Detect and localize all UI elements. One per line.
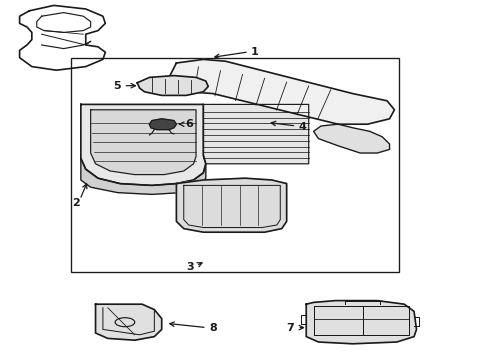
Text: 1: 1 xyxy=(251,47,259,57)
Bar xyxy=(71,58,399,272)
Text: 4: 4 xyxy=(299,122,307,132)
Text: 6: 6 xyxy=(186,119,194,129)
Polygon shape xyxy=(81,104,206,185)
Text: 8: 8 xyxy=(209,323,217,333)
Polygon shape xyxy=(169,59,394,124)
Polygon shape xyxy=(176,178,287,232)
Polygon shape xyxy=(137,76,208,95)
Polygon shape xyxy=(306,301,416,344)
Text: 7: 7 xyxy=(287,323,294,333)
Text: 2: 2 xyxy=(72,198,80,208)
Polygon shape xyxy=(96,304,162,340)
Polygon shape xyxy=(203,104,309,164)
Polygon shape xyxy=(81,158,206,194)
Text: 5: 5 xyxy=(113,81,121,91)
Polygon shape xyxy=(149,119,176,130)
Polygon shape xyxy=(314,124,390,153)
Polygon shape xyxy=(91,110,196,175)
Text: 3: 3 xyxy=(186,262,194,272)
